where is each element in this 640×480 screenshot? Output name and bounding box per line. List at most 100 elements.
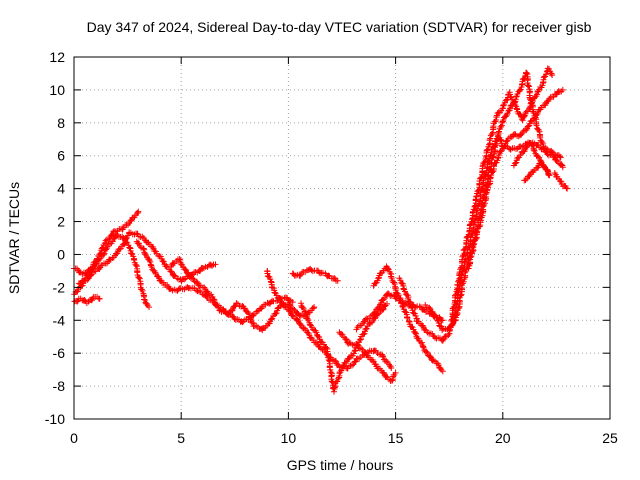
- data-point: [418, 339, 425, 346]
- data-point: [116, 246, 123, 253]
- data-point: [379, 306, 386, 313]
- data-point: [474, 228, 481, 235]
- data-point: [143, 252, 150, 259]
- data-point: [456, 269, 463, 276]
- data-point: [338, 367, 345, 374]
- data-point: [443, 333, 450, 340]
- data-point: [427, 353, 434, 360]
- data-point: [521, 113, 528, 120]
- data-point: [397, 277, 404, 284]
- data-point: [89, 269, 96, 276]
- data-point: [131, 257, 138, 264]
- data-point: [313, 329, 320, 336]
- data-point: [518, 131, 525, 138]
- data-point: [80, 278, 87, 285]
- y-tick-label: 0: [57, 246, 65, 262]
- data-point: [471, 203, 478, 210]
- data-point: [489, 154, 496, 161]
- data-point: [351, 359, 358, 366]
- data-point: [531, 148, 538, 155]
- data-point: [383, 373, 390, 380]
- data-point: [470, 206, 477, 213]
- data-point: [557, 154, 564, 161]
- data-point: [367, 313, 374, 320]
- y-tick-label: 10: [49, 82, 65, 98]
- data-point: [96, 295, 103, 302]
- data-point: [412, 330, 419, 337]
- data-point: [492, 118, 499, 125]
- series-track-14: [422, 69, 564, 334]
- data-point: [247, 316, 254, 323]
- data-point: [439, 368, 446, 375]
- data-point: [429, 308, 436, 315]
- data-point: [327, 369, 334, 376]
- data-point: [401, 288, 408, 295]
- data-point: [299, 304, 306, 311]
- y-tick-label: 4: [57, 181, 65, 197]
- data-point: [133, 262, 140, 269]
- data-point: [105, 241, 112, 248]
- data-point: [445, 331, 452, 338]
- data-point: [468, 253, 475, 260]
- data-point: [540, 74, 547, 81]
- data-point: [388, 364, 395, 371]
- data-point: [148, 264, 155, 271]
- data-point: [102, 237, 109, 244]
- data-point: [189, 275, 196, 282]
- data-point: [351, 348, 358, 355]
- data-point: [135, 208, 142, 215]
- data-point: [119, 233, 126, 240]
- data-point: [228, 307, 235, 314]
- data-point: [377, 270, 384, 277]
- data-point: [81, 296, 88, 303]
- data-point: [185, 270, 192, 277]
- data-point: [339, 331, 346, 338]
- data-point: [146, 304, 153, 311]
- data-point: [423, 348, 430, 355]
- data-point: [477, 175, 484, 182]
- data-point: [231, 303, 238, 310]
- data-point: [334, 277, 341, 284]
- data-point: [428, 308, 435, 315]
- data-point: [171, 272, 178, 279]
- data-point: [481, 158, 488, 165]
- data-point: [483, 147, 490, 154]
- data-point: [317, 270, 324, 277]
- data-point: [323, 344, 330, 351]
- data-point: [457, 292, 464, 299]
- data-point: [468, 218, 475, 225]
- data-point: [475, 187, 482, 194]
- data-point: [420, 344, 427, 351]
- data-point: [512, 160, 519, 167]
- data-point: [324, 352, 331, 359]
- data-point: [525, 82, 532, 89]
- data-point: [305, 317, 312, 324]
- data-point: [549, 72, 556, 79]
- data-point: [526, 105, 533, 112]
- data-point: [136, 275, 143, 282]
- series-track-3: [71, 293, 103, 307]
- data-point: [209, 262, 216, 269]
- data-point: [476, 223, 483, 230]
- series-track-16: [465, 86, 566, 272]
- data-point: [371, 315, 378, 322]
- data-point: [531, 146, 538, 153]
- data-point: [99, 244, 106, 251]
- data-point: [388, 275, 395, 282]
- data-point: [484, 146, 491, 153]
- data-point: [380, 369, 387, 376]
- data-point: [523, 69, 530, 76]
- data-point: [558, 161, 565, 168]
- data-point: [478, 174, 485, 181]
- data-point: [117, 245, 124, 252]
- data-point: [557, 178, 564, 185]
- data-point: [487, 135, 494, 142]
- data-point: [334, 378, 341, 385]
- y-tick-label: -4: [53, 312, 66, 328]
- x-tick-label: 25: [602, 430, 618, 446]
- data-point: [84, 276, 91, 283]
- data-point: [268, 316, 275, 323]
- y-tick-label: -10: [45, 411, 65, 427]
- data-point: [516, 110, 523, 117]
